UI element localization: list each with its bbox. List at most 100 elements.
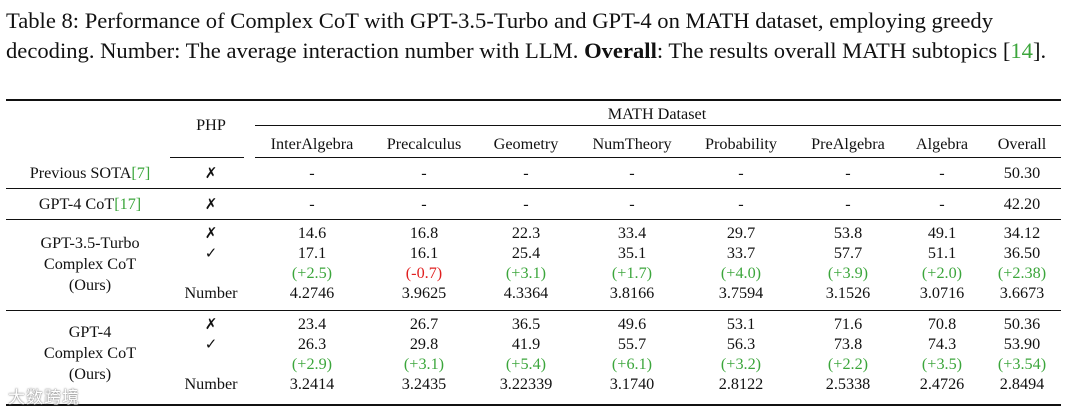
- caption-bold: Overall: [584, 38, 657, 63]
- table-cell: 29.8: [409, 335, 439, 353]
- table-cell: -: [629, 195, 635, 213]
- column-header: NumTheory: [592, 135, 672, 153]
- table-cell: 33.7: [726, 244, 756, 262]
- row-label: GPT-4 CoT[17]: [38, 195, 142, 213]
- table-cell: -: [421, 195, 427, 213]
- table-cell: 22.3: [511, 224, 541, 242]
- table-cell: -: [939, 164, 945, 182]
- table-cell: 25.4: [511, 244, 541, 262]
- table-cell: 3.0716: [919, 284, 965, 302]
- group-underline: [255, 125, 1061, 126]
- php-header: PHP: [196, 116, 226, 134]
- table-cell: -: [523, 164, 529, 182]
- table-cell: 41.9: [511, 335, 541, 353]
- table-cell: 2.8494: [999, 375, 1045, 393]
- delta-cell: (+3.2): [720, 355, 762, 373]
- table-cell: -: [939, 195, 945, 213]
- table-cell: -: [845, 195, 851, 213]
- delta-cell: (+3.5): [921, 355, 963, 373]
- table-cell: 4.2746: [289, 284, 335, 302]
- table-cell: -: [845, 164, 851, 182]
- check-icon: ✓: [204, 335, 218, 353]
- caption-citation[interactable]: 14: [1010, 38, 1033, 63]
- table-cell: 3.22339: [499, 375, 553, 393]
- column-header: Precalculus: [386, 135, 462, 153]
- table-cell: 42.20: [1003, 195, 1041, 213]
- table-cell: 71.6: [833, 315, 863, 333]
- column-header: Algebra: [915, 135, 969, 153]
- column-header: Probability: [705, 135, 777, 153]
- table-cell: 33.4: [617, 224, 647, 242]
- table-cell: 49.1: [927, 224, 957, 242]
- table-cell: 53.90: [1003, 335, 1041, 353]
- group-header: MATH Dataset: [607, 105, 707, 123]
- delta-cell: (+2.9): [291, 355, 333, 373]
- table-cell: 56.3: [726, 335, 756, 353]
- table-cell: 3.2435: [401, 375, 447, 393]
- table-cell: 53.1: [726, 315, 756, 333]
- table-cell: 17.1: [297, 244, 327, 262]
- table-cell: 16.1: [409, 244, 439, 262]
- table-cell: 50.36: [1003, 315, 1041, 333]
- table-cell: 73.8: [833, 335, 863, 353]
- delta-cell: (+3.54): [997, 355, 1047, 373]
- delta-cell: (+2.38): [997, 264, 1047, 282]
- table-cell: 29.7: [726, 224, 756, 242]
- row-label: Previous SOTA[7]: [29, 164, 151, 182]
- column-header: Geometry: [493, 135, 559, 153]
- table-cell: 23.4: [297, 315, 327, 333]
- delta-cell: (+5.4): [505, 355, 547, 373]
- top-rule: [6, 99, 1061, 101]
- table-cell: 55.7: [617, 335, 647, 353]
- table-cell: -: [421, 164, 427, 182]
- row-divider: [6, 219, 1061, 220]
- delta-cell: (+3.1): [505, 264, 547, 282]
- delta-cell: (+2.5): [291, 264, 333, 282]
- table-cell: 36.50: [1003, 244, 1041, 262]
- table-cell: 3.6673: [999, 284, 1045, 302]
- table-cell: 57.7: [833, 244, 863, 262]
- table-cell: 49.6: [617, 315, 647, 333]
- table-cell: 2.5338: [825, 375, 871, 393]
- table-cell: -: [738, 164, 744, 182]
- row-citation[interactable]: [7]: [131, 164, 151, 182]
- table-cell: 70.8: [927, 315, 957, 333]
- caption-label: Table 8:: [6, 8, 85, 33]
- table-cell: 14.6: [297, 224, 327, 242]
- table-cell: 3.8166: [609, 284, 655, 302]
- number-label: Number: [184, 284, 238, 302]
- header-underline: [255, 157, 1061, 158]
- table-cell: -: [523, 195, 529, 213]
- row-label: (Ours): [68, 276, 112, 294]
- table-cell: 53.8: [833, 224, 863, 242]
- delta-cell: (+1.7): [611, 264, 653, 282]
- caption-text: Performance of Complex CoT with GPT-3.5-…: [6, 8, 993, 63]
- row-label: GPT-4: [68, 323, 112, 341]
- delta-cell: (+3.1): [403, 355, 445, 373]
- table-cell: 3.2414: [289, 375, 335, 393]
- table-cell: -: [309, 164, 315, 182]
- table-cell: -: [629, 164, 635, 182]
- delta-cell: (-0.7): [405, 264, 443, 282]
- table-cell: 74.3: [927, 335, 957, 353]
- table-cell: 51.1: [927, 244, 957, 262]
- cross-icon: ✗: [204, 315, 218, 333]
- table-cell: 2.4726: [919, 375, 965, 393]
- table-cell: 34.12: [1003, 224, 1041, 242]
- delta-cell: (+3.9): [827, 264, 869, 282]
- row-divider: [6, 188, 1061, 189]
- cross-icon: ✗: [204, 195, 218, 213]
- check-icon: ✓: [204, 244, 218, 262]
- cross-icon: ✗: [204, 164, 218, 182]
- column-header: PreAlgebra: [811, 135, 885, 153]
- php-underline: [170, 157, 244, 158]
- row-label: Complex CoT: [43, 344, 137, 362]
- table-cell: 16.8: [409, 224, 439, 242]
- row-citation[interactable]: [17]: [114, 195, 142, 213]
- table-cell: 3.1740: [609, 375, 655, 393]
- row-label: GPT-3.5-Turbo: [40, 234, 140, 252]
- bottom-rule: [6, 404, 1061, 406]
- table-cell: -: [309, 195, 315, 213]
- caption-text-2: : The results overall MATH subtopics: [656, 38, 1003, 63]
- table-cell: 35.1: [617, 244, 647, 262]
